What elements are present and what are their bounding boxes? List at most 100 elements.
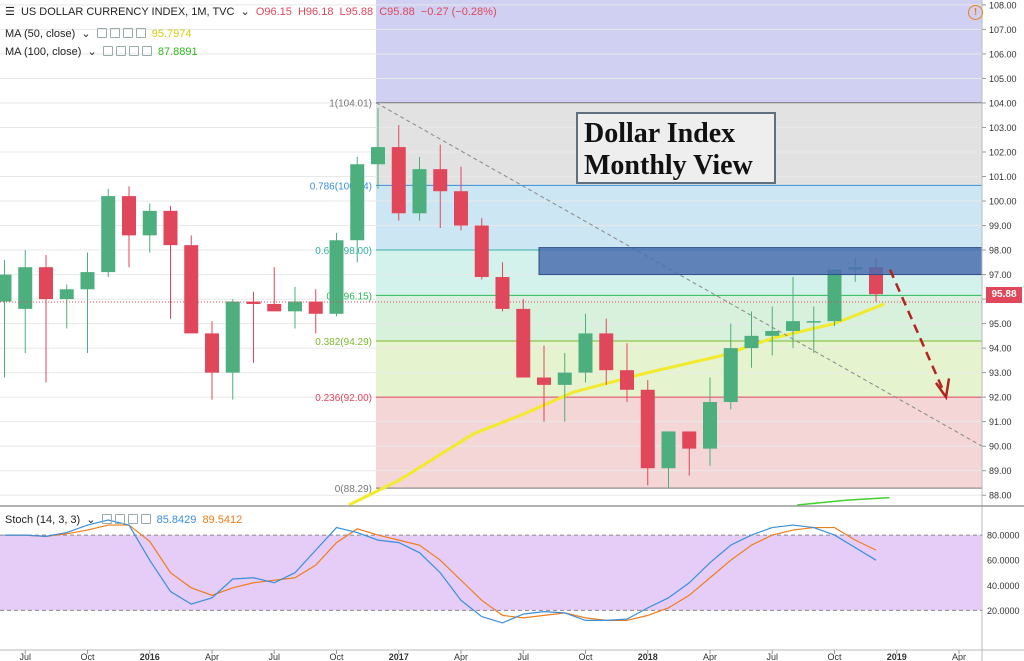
indicator-ma100[interactable]: MA (100, close) ⌄ 87.8891 <box>5 45 201 58</box>
candle-body[interactable] <box>620 370 634 390</box>
indicator-ma50[interactable]: MA (50, close) ⌄ 95.7974 <box>5 27 194 40</box>
candle-body[interactable] <box>142 210 157 236</box>
stoch-tick-label: 80.0000 <box>987 531 1020 541</box>
candle-body[interactable] <box>495 277 510 309</box>
candle-body[interactable] <box>806 321 821 323</box>
more-icon[interactable] <box>135 28 146 38</box>
candle-body[interactable] <box>371 147 385 165</box>
candle-body[interactable] <box>80 272 95 290</box>
chevron-down-icon[interactable]: ⌄ <box>81 28 91 40</box>
candle-body[interactable] <box>18 267 33 309</box>
stoch-k-line <box>4 519 877 624</box>
candle-body[interactable] <box>703 402 717 449</box>
candle-body[interactable] <box>723 348 738 403</box>
stoch-tick-label: 40.0000 <box>987 581 1020 591</box>
delete-icon[interactable] <box>128 46 139 56</box>
high-value: H96.18 <box>297 6 334 18</box>
chevron-down-icon[interactable]: ⌄ <box>86 514 96 526</box>
fib-zone <box>376 397 982 489</box>
candle-body[interactable] <box>205 333 219 373</box>
change-value: −0.27 (−0.28%) <box>420 6 497 18</box>
time-tick-label: Oct <box>80 652 95 661</box>
candle-body[interactable] <box>225 301 240 373</box>
settings-icon[interactable] <box>109 28 120 38</box>
fib-level-label: 0.5(96.15) <box>326 291 372 302</box>
price-tick-label: 101.00 <box>989 172 1017 182</box>
time-tick-label: Apr <box>703 652 717 661</box>
time-tick-label: 2016 <box>140 652 160 661</box>
drawings <box>0 102 983 447</box>
settings-icon[interactable] <box>114 514 125 524</box>
ma100-value: 87.8891 <box>157 46 198 58</box>
candle-body[interactable] <box>765 330 780 336</box>
candle-body[interactable] <box>744 335 759 349</box>
candle-body[interactable] <box>267 303 282 312</box>
candle-body[interactable] <box>288 301 302 312</box>
price-tick-label: 88.00 <box>989 491 1012 501</box>
resistance-zone[interactable] <box>538 247 983 276</box>
menu-icon[interactable]: ☰ <box>5 6 15 18</box>
candle-body[interactable] <box>827 269 842 322</box>
delete-icon[interactable] <box>127 514 138 524</box>
candle-body[interactable] <box>640 389 655 469</box>
chart-annotation-box[interactable]: Dollar Index Monthly View <box>576 112 776 184</box>
candle-body[interactable] <box>516 308 531 378</box>
more-icon[interactable] <box>140 514 151 524</box>
stoch-band <box>0 535 982 611</box>
time-tick-label: Apr <box>952 652 966 661</box>
arrow-head <box>934 378 951 401</box>
eye-icon[interactable] <box>101 514 112 524</box>
fib-level-label: 0.618(98.00) <box>315 246 372 257</box>
eye-icon[interactable] <box>102 46 113 56</box>
indicator-stoch[interactable]: Stoch (14, 3, 3) ⌄ 85.8429 89.5412 <box>5 513 245 526</box>
stoch-tick-label: 60.0000 <box>987 556 1020 566</box>
symbol-title[interactable]: US DOLLAR CURRENCY INDEX, 1M, TVC <box>20 6 235 18</box>
stoch-d-line <box>4 524 877 622</box>
candle-body[interactable] <box>59 289 74 300</box>
candle-body[interactable] <box>350 164 365 241</box>
candle-body[interactable] <box>0 274 12 302</box>
eye-icon[interactable] <box>96 28 107 38</box>
candle-body[interactable] <box>39 267 53 300</box>
delete-icon[interactable] <box>122 28 133 38</box>
time-tick-label: Oct <box>827 652 842 661</box>
warning-icon[interactable]: ! <box>968 5 983 20</box>
candle-body[interactable] <box>412 169 427 214</box>
candle-body[interactable] <box>122 196 136 236</box>
candle-body[interactable] <box>599 333 614 371</box>
candle-body[interactable] <box>308 301 323 314</box>
fib-level-label: 0(88.29) <box>335 484 372 495</box>
candle-body[interactable] <box>391 147 406 214</box>
chevron-down-icon[interactable]: ⌄ <box>240 6 250 18</box>
time-axis: Jul Oct 2016 Apr Jul Oct 2017 Apr Jul Oct 2018 Apr J… <box>0 649 1024 661</box>
candle-body[interactable] <box>661 431 676 469</box>
candle-body[interactable] <box>433 169 448 192</box>
bearish-arrow[interactable] <box>888 269 946 393</box>
candle-body[interactable] <box>537 377 551 385</box>
time-tick-label: Jul <box>268 652 280 661</box>
candle-body[interactable] <box>184 245 199 334</box>
fib-level-label: 0.786(100.64) <box>310 181 372 192</box>
settings-icon[interactable] <box>115 46 126 56</box>
candle-body[interactable] <box>682 431 697 449</box>
annotation-line-2: Monthly View <box>584 150 753 181</box>
chevron-down-icon[interactable]: ⌄ <box>87 46 97 58</box>
more-icon[interactable] <box>141 46 152 56</box>
candle-body[interactable] <box>786 321 800 331</box>
candle-body[interactable] <box>246 301 261 304</box>
candle-body[interactable] <box>329 240 344 314</box>
price-tick-label: 104.00 <box>989 98 1017 108</box>
candle-body[interactable] <box>454 191 468 226</box>
candle-body[interactable] <box>163 210 178 246</box>
candle-body[interactable] <box>474 225 489 278</box>
candle-body[interactable] <box>578 333 593 373</box>
price-tick-label: 102.00 <box>989 147 1017 157</box>
price-tick-label: 89.00 <box>989 466 1012 476</box>
ma50-label: MA (50, close) <box>5 28 76 40</box>
time-tick-label: Jul <box>766 652 778 661</box>
price-tick-label: 91.00 <box>989 417 1012 427</box>
close-value: C95.88 <box>379 6 415 18</box>
candle-body[interactable] <box>557 372 572 385</box>
candle-body[interactable] <box>101 196 116 273</box>
